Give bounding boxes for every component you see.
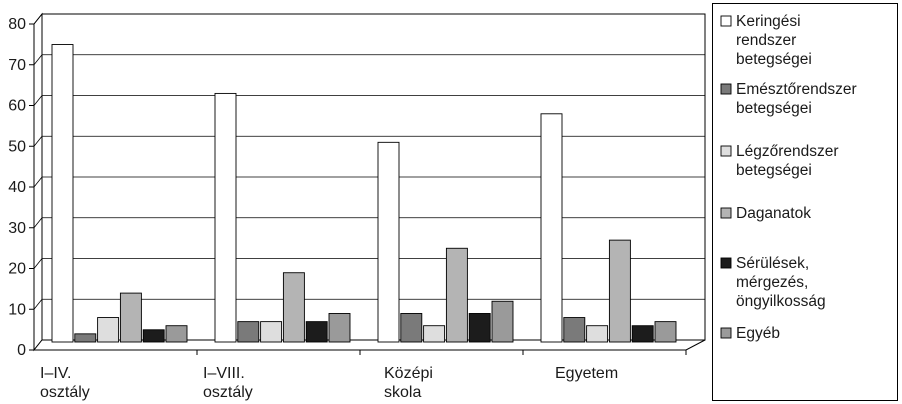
x-category-label: Középi skola (384, 365, 433, 401)
bar (631, 325, 654, 343)
gridlines (33, 13, 705, 310)
bar (328, 313, 351, 343)
bar (74, 333, 97, 343)
bar (97, 317, 120, 343)
gridline-side (33, 176, 43, 188)
bar (142, 329, 165, 343)
x-category-label: I–VIII. osztály (203, 365, 253, 401)
legend-swatch (720, 207, 732, 219)
x-category-label: I–IV. osztály (40, 365, 90, 401)
bar (491, 300, 514, 343)
legend-swatch (720, 145, 732, 157)
bar (305, 321, 328, 343)
y-tick-label: 70 (8, 57, 26, 74)
legend-label: Daganatok (736, 205, 811, 222)
gridline-side (33, 95, 43, 106)
bar (400, 313, 423, 343)
y-tick-label: 60 (8, 98, 26, 115)
gridline-side (33, 136, 43, 147)
bar (468, 313, 491, 343)
legend-entries: Keringési rendszer betegségei Emésztőrendsz… (720, 13, 857, 342)
bar (654, 321, 677, 343)
legend-swatch (720, 257, 732, 269)
bar (540, 113, 563, 343)
x-category-labels: I–IV. osztály I–VIII. osztály Középi skola Egy… (40, 365, 618, 401)
bar (119, 292, 142, 343)
y-tick-label: 30 (8, 220, 26, 237)
bars (51, 44, 677, 343)
y-tick-label: 80 (8, 16, 26, 33)
bar (165, 325, 188, 343)
y-tick-label: 40 (8, 179, 26, 196)
legend (712, 3, 898, 401)
bar (586, 325, 609, 343)
y-tick-label: 0 (17, 342, 26, 359)
y-tick-label: 10 (8, 301, 26, 318)
bar (563, 317, 586, 343)
bar (608, 239, 631, 343)
gridline-side (33, 299, 43, 310)
legend-label: Keringési rendszer betegségei (736, 13, 812, 68)
axes (29, 23, 687, 355)
legend-label: Sérülések, mérgezés, öngyilkosság (736, 255, 826, 310)
y-tick-label: 50 (8, 138, 26, 155)
gridline-side (33, 54, 43, 65)
legend-swatch (720, 83, 732, 95)
bar (445, 247, 468, 343)
bar (51, 44, 74, 343)
legend-label: Légzőrendszer betegségei (736, 143, 839, 179)
bar (377, 141, 400, 343)
legend-swatch (720, 327, 732, 339)
legend-swatch (720, 15, 732, 27)
y-tick-label: 20 (8, 261, 26, 278)
gridline-side (33, 13, 43, 25)
gridline-side (33, 258, 43, 269)
bar (260, 321, 283, 343)
bar (214, 92, 237, 343)
bar (237, 321, 260, 343)
x-category-label: Egyetem (555, 365, 618, 382)
gridline-side (33, 217, 43, 228)
bar (282, 272, 305, 343)
bar (423, 325, 446, 343)
legend-label: Emésztőrendszer betegségei (736, 81, 857, 117)
legend-label: Egyéb (736, 325, 780, 342)
y-tick-labels: 0 10 20 30 40 50 60 70 80 (8, 16, 26, 359)
